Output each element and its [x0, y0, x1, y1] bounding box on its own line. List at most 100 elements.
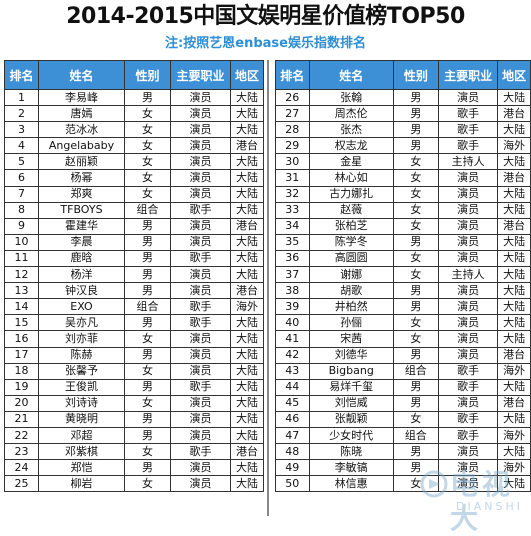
rank-cell: 28 — [275, 121, 310, 139]
col-rank-header: 排名 — [275, 60, 310, 90]
table-divider — [267, 60, 269, 516]
name-cell: 权志龙 — [308, 137, 394, 155]
region-cell: 大陆 — [230, 394, 264, 412]
rank-cell: 8 — [4, 201, 39, 219]
gender-cell: 男 — [124, 314, 171, 332]
table-row: 41 宋茜女演员 大陆 — [275, 330, 531, 348]
table-row: 34 张柏芝女演员 港台 — [275, 217, 531, 235]
name-cell: 赵薇 — [308, 201, 394, 219]
name-cell: 杨洋 — [38, 266, 125, 284]
region-cell: 海外 — [497, 362, 531, 380]
occupation-cell: 歌手 — [437, 410, 499, 428]
rank-cell: 33 — [275, 201, 310, 219]
gender-cell: 男 — [124, 346, 171, 364]
gender-cell: 女 — [392, 410, 439, 428]
ranking-table-left: 排名 姓名 性别 主要职业 地区 1 李易峰男演员 大陆 2 唐嫣女演员 大陆 3 范冰冰女演… — [4, 60, 264, 493]
table-row: 8 TFBOYS 组合 歌手 大陆 — [4, 201, 264, 219]
occupation-cell: 歌手 — [437, 121, 499, 139]
region-cell: 海外 — [230, 298, 264, 316]
ranking-table-right: 排名 姓名 性别 主要职业 地区 26 张翰男演员 大陆 27 周杰伦男歌手 港台 28 张杰… — [275, 60, 531, 493]
gender-cell: 女 — [124, 362, 171, 380]
table-row: 3 范冰冰女演员 大陆 — [4, 121, 264, 139]
occupation-cell: 歌手 — [170, 298, 231, 316]
table-row: 16 刘亦菲女演员 大陆 — [4, 330, 264, 348]
name-cell: 林信惠 — [308, 475, 394, 493]
rank-cell: 1 — [4, 88, 39, 107]
name-cell: 赵丽颖 — [38, 153, 125, 171]
name-cell: 陈晓 — [308, 443, 394, 461]
rank-cell: 13 — [4, 282, 39, 300]
table-row: 18 张馨予女演员 大陆 — [4, 362, 264, 380]
gender-cell: 男 — [392, 282, 439, 300]
region-cell: 港台 — [230, 443, 264, 461]
occupation-cell: 演员 — [437, 88, 499, 107]
occupation-cell: 演员 — [170, 105, 231, 123]
name-cell: 张杰 — [308, 121, 394, 139]
region-cell: 大陆 — [230, 153, 264, 171]
name-cell: 张柏芝 — [308, 217, 394, 235]
occupation-cell: 演员 — [437, 346, 499, 364]
region-cell: 大陆 — [497, 233, 531, 251]
region-cell: 大陆 — [497, 282, 531, 300]
region-cell: 大陆 — [230, 475, 264, 493]
rank-cell: 35 — [275, 233, 310, 251]
rank-cell: 30 — [275, 153, 310, 171]
occupation-cell: 歌手 — [170, 249, 231, 268]
region-cell: 港台 — [230, 217, 264, 235]
table-row: 26 张翰男演员 大陆 — [275, 88, 531, 107]
occupation-cell: 演员 — [170, 153, 231, 171]
region-cell: 大陆 — [497, 475, 531, 493]
gender-cell: 组合 — [392, 362, 439, 380]
region-cell: 大陆 — [230, 233, 264, 251]
name-cell: 刘诗诗 — [38, 394, 125, 412]
name-cell: 邓超 — [38, 426, 125, 445]
name-cell: 张馨予 — [38, 362, 125, 380]
table-row: 46 张靓颖女歌手 大陆 — [275, 410, 531, 428]
gender-cell: 女 — [124, 169, 171, 187]
table-header-row: 排名 姓名 性别 主要职业 地区 — [275, 60, 531, 90]
occupation-cell: 演员 — [437, 298, 499, 316]
region-cell: 大陆 — [497, 153, 531, 171]
gender-cell: 男 — [124, 378, 171, 396]
rank-cell: 16 — [4, 330, 39, 348]
table-row: 9 霍建华男演员 港台 — [4, 217, 264, 235]
region-cell: 大陆 — [230, 105, 264, 123]
table-row: 38 胡歌男演员 大陆 — [275, 282, 531, 300]
col-region-header: 地区 — [497, 60, 531, 90]
gender-cell: 男 — [124, 233, 171, 251]
name-cell: 李易峰 — [38, 88, 125, 107]
table-row: 4 Angelababy 女演员 港台 — [4, 137, 264, 155]
gender-cell: 女 — [124, 121, 171, 139]
gender-cell: 女 — [392, 330, 439, 348]
rank-cell: 20 — [4, 394, 39, 412]
rank-cell: 10 — [4, 233, 39, 251]
name-cell: 杨幂 — [38, 169, 125, 187]
rank-cell: 19 — [4, 378, 39, 396]
gender-cell: 女 — [392, 266, 439, 284]
table-row: 6 杨幂女演员 大陆 — [4, 169, 264, 187]
region-cell: 大陆 — [230, 346, 264, 364]
gender-cell: 女 — [392, 249, 439, 268]
table-row: 15 吴亦凡男歌手 大陆 — [4, 314, 264, 332]
rank-cell: 31 — [275, 169, 310, 187]
table-row: 47 少女时代 组合 歌手 海外 — [275, 426, 531, 445]
occupation-cell: 歌手 — [437, 137, 499, 155]
rank-cell: 23 — [4, 443, 39, 461]
region-cell: 大陆 — [230, 459, 264, 477]
watermark-subtext: DIANSHI — [456, 500, 523, 513]
region-cell: 港台 — [230, 137, 264, 155]
occupation-cell: 歌手 — [170, 378, 231, 396]
gender-cell: 男 — [392, 88, 439, 107]
rank-cell: 45 — [275, 394, 310, 412]
name-cell: Angelababy — [38, 137, 125, 155]
table-row: 19 王俊凯男歌手 大陆 — [4, 378, 264, 396]
region-cell: 海外 — [497, 426, 531, 445]
gender-cell: 男 — [124, 282, 171, 300]
table-row: 36 高圆圆女演员 大陆 — [275, 249, 531, 268]
gender-cell: 女 — [124, 443, 171, 461]
region-cell: 港台 — [497, 346, 531, 364]
name-cell: 张翰 — [308, 88, 394, 107]
page-title: 2014-2015中国文娱明星价值榜TOP50 — [66, 4, 465, 29]
col-occupation-header: 主要职业 — [170, 60, 231, 90]
name-cell: 吴亦凡 — [38, 314, 125, 332]
